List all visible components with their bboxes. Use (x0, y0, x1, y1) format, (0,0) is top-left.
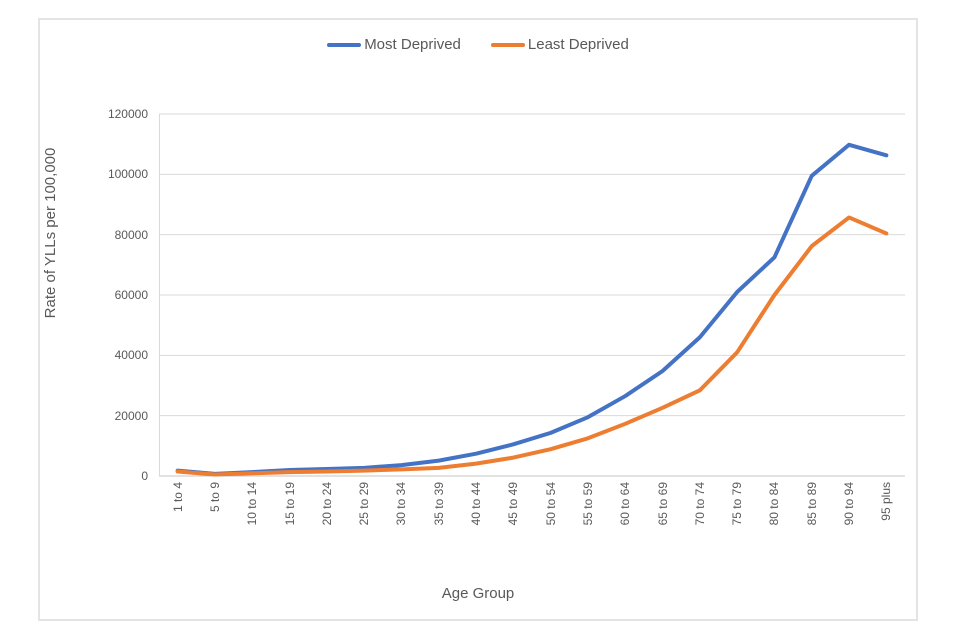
y-tick-label: 40000 (114, 348, 148, 363)
legend-item-most-deprived: Most Deprived (327, 36, 461, 53)
x-tick-label: 45 to 49 (506, 482, 521, 526)
x-tick-label: 50 to 54 (543, 482, 558, 526)
y-tick-label: 100000 (107, 167, 148, 182)
x-tick-label: 65 to 69 (655, 482, 670, 526)
y-tick-label: 20000 (114, 408, 148, 423)
y-tick-label: 120000 (107, 107, 148, 121)
chart-legend: Most Deprived Least Deprived (40, 36, 916, 53)
x-tick-label: 35 to 39 (431, 482, 446, 526)
x-tick-label: 30 to 34 (394, 482, 409, 526)
legend-item-least-deprived: Least Deprived (490, 36, 629, 53)
x-tick-label: 80 to 84 (767, 482, 782, 526)
series-line-most-deprived (175, 142, 889, 476)
x-tick-label: 90 to 94 (842, 482, 857, 526)
x-axis-title: Age Group (441, 585, 515, 602)
legend-line-swatch (490, 42, 525, 47)
y-axis-title: Rate of YLLs per 100,000 (42, 147, 59, 319)
x-tick-label: 5 to 9 (207, 482, 222, 513)
x-tick-label: 25 to 29 (357, 482, 372, 526)
x-tick-label: 55 to 59 (580, 482, 595, 526)
x-tick-label: 75 to 79 (730, 482, 745, 526)
series-line-least-deprived (175, 215, 889, 477)
y-tick-label: 60000 (114, 288, 148, 302)
x-tick-label: 85 to 89 (804, 482, 819, 526)
chart-frame: Most Deprived Least Deprived Rate of YLLs… (38, 18, 918, 621)
x-tick-label: 60 to 64 (618, 482, 633, 526)
x-tick-label: 95 plus (879, 482, 894, 521)
x-tick-label: 15 to 19 (282, 482, 297, 526)
x-tick-label: 10 to 14 (245, 482, 260, 526)
x-tick-label: 70 to 74 (692, 482, 707, 526)
legend-label: Least Deprived (527, 36, 629, 53)
x-tick-label: 1 to 4 (170, 482, 185, 513)
y-tick-label: 0 (141, 469, 148, 483)
x-tick-label: 20 to 24 (319, 482, 334, 526)
plot-area (159, 113, 905, 477)
y-tick-label: 80000 (114, 227, 148, 242)
x-tick-label: 40 to 44 (469, 482, 484, 526)
legend-line-swatch (327, 42, 362, 47)
legend-label: Most Deprived (364, 36, 461, 53)
